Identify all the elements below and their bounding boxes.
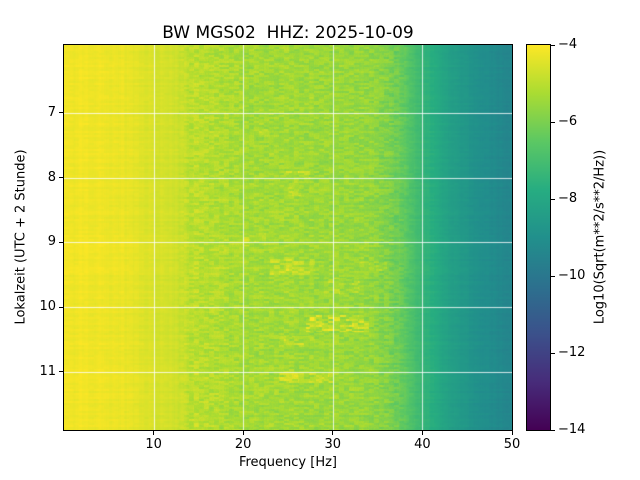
y-tick-mark bbox=[59, 306, 63, 308]
colorbar-tick-mark bbox=[551, 352, 555, 354]
colorbar-tick-mark bbox=[551, 198, 555, 200]
colorbar-tick-label: −8 bbox=[558, 191, 578, 206]
y-tick-label: 8 bbox=[47, 169, 56, 185]
x-tick-mark bbox=[332, 431, 334, 435]
y-tick-mark bbox=[59, 241, 63, 243]
x-tick-mark bbox=[242, 431, 244, 435]
colorbar-frame bbox=[526, 44, 551, 431]
y-tick-label: 7 bbox=[47, 104, 56, 120]
colorbar-tick-label: −12 bbox=[558, 345, 586, 360]
x-tick-mark bbox=[421, 431, 423, 435]
y-tick-mark bbox=[59, 112, 63, 114]
colorbar-tick-mark bbox=[551, 44, 555, 46]
x-tick-label: 20 bbox=[234, 437, 252, 452]
x-axis-label: Frequency [Hz] bbox=[238, 455, 338, 470]
plot-frame bbox=[63, 44, 513, 431]
y-tick-label: 10 bbox=[39, 299, 56, 315]
x-tick-mark bbox=[511, 431, 513, 435]
x-tick-label: 30 bbox=[324, 437, 342, 452]
y-tick-label: 9 bbox=[47, 234, 56, 250]
x-tick-label: 10 bbox=[145, 437, 162, 452]
colorbar-tick-mark bbox=[551, 121, 555, 123]
spectrogram-canvas bbox=[64, 45, 512, 430]
colorbar-tick-mark bbox=[551, 275, 555, 277]
x-tick-label: 50 bbox=[503, 437, 521, 452]
y-tick-label: 11 bbox=[39, 363, 56, 379]
colorbar-tick-label: −10 bbox=[558, 268, 586, 283]
colorbar-gradient bbox=[527, 45, 550, 430]
colorbar-tick-label: −4 bbox=[558, 37, 578, 52]
chart-title: BW MGS02 HHZ: 2025-10-09 bbox=[162, 23, 414, 43]
colorbar-tick-label: −14 bbox=[558, 422, 586, 437]
x-tick-label: 40 bbox=[414, 437, 431, 452]
colorbar-tick-label: −6 bbox=[558, 114, 578, 129]
colorbar-label: Log10(Sqrt(m**2/s**2/Hz)) bbox=[592, 149, 608, 325]
colorbar-tick-mark bbox=[551, 429, 555, 431]
x-tick-mark bbox=[153, 431, 155, 435]
y-tick-mark bbox=[59, 371, 63, 373]
y-tick-mark bbox=[59, 177, 63, 179]
